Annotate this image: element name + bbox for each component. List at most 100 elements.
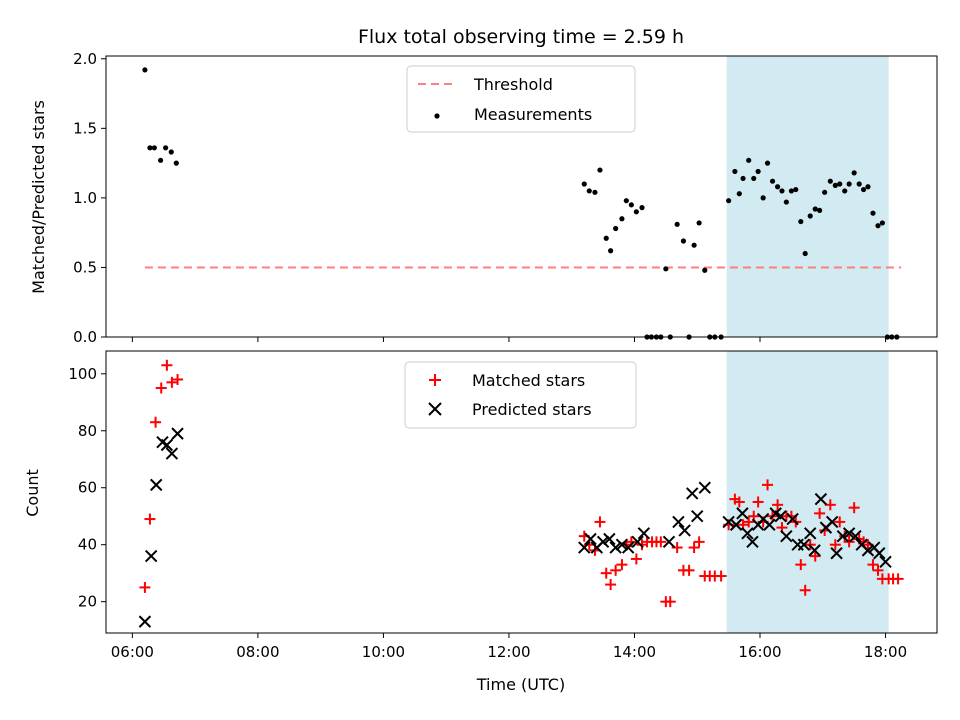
- matched-star-point: [834, 516, 846, 528]
- matched-star-point: [693, 536, 705, 548]
- matched-star-point: [772, 499, 784, 511]
- measurement-point: [793, 186, 799, 193]
- top-x-ticks: [131, 337, 887, 342]
- matched-star-point: [799, 584, 811, 596]
- predicted-star-point: [836, 529, 850, 543]
- measurement-point: [592, 189, 598, 195]
- predicted-stars-points: [138, 427, 892, 628]
- top-y-tick-label: 2.0: [73, 50, 97, 68]
- measurement-point: [597, 167, 603, 173]
- measurement-point: [751, 175, 757, 182]
- matched-star-point: [144, 513, 156, 525]
- bottom-x-tick-label: 12:00: [487, 643, 530, 661]
- matched-star-point: [829, 539, 841, 551]
- measurement-point: [633, 209, 639, 215]
- measurement-point: [158, 157, 164, 163]
- measurement-point: [680, 238, 687, 244]
- predicted-star-point: [144, 549, 158, 563]
- measurement-point: [581, 181, 587, 187]
- predicted-star-point: [578, 541, 591, 554]
- measurement-point: [702, 267, 708, 273]
- predicted-star-point: [746, 535, 759, 549]
- predicted-star-point: [615, 538, 629, 551]
- measurement-point: [875, 223, 881, 229]
- top-y-ticks: 0.0 0.5 1.0 1.5 2.0: [73, 50, 106, 346]
- predicted-star-point: [609, 541, 622, 554]
- measurement-point: [769, 178, 776, 184]
- top-y-tick-label: 0.5: [73, 258, 97, 276]
- predicted-star-point: [797, 538, 811, 551]
- legend-measurements-swatch: [434, 113, 440, 119]
- measurement-point: [663, 266, 669, 272]
- predicted-star-point: [160, 438, 174, 452]
- predicted-star-point: [662, 535, 676, 549]
- measurement-point: [746, 157, 752, 163]
- measurement-point: [628, 202, 634, 208]
- measurement-point: [639, 205, 645, 211]
- bottom-axes-frame: [105, 350, 938, 634]
- matched-star-point: [733, 496, 745, 508]
- predicted-star-point: [672, 515, 685, 529]
- predicted-star-point: [171, 427, 184, 440]
- predicted-star-point: [691, 510, 704, 523]
- predicted-star-point: [138, 615, 152, 628]
- bottom-y-tick-label: 20: [78, 593, 97, 611]
- matched-star-point: [155, 382, 167, 394]
- matched-star-point: [630, 553, 642, 565]
- matched-star-point: [872, 564, 884, 576]
- measurement-point: [691, 242, 697, 248]
- matched-star-point: [752, 496, 764, 508]
- x-axis-label: Time (UTC): [476, 675, 565, 694]
- matched-star-point: [655, 536, 667, 548]
- chart-title: Flux total observing time = 2.59 h: [358, 26, 684, 48]
- bottom-y-tick-label: 80: [78, 422, 97, 440]
- bottom-panel: 20 40 60 80 100 06:00 08:00 10:00 12:00 14:00 16:…: [23, 350, 938, 694]
- measurement-point: [851, 170, 857, 176]
- measurement-point: [696, 220, 702, 226]
- measurement-point: [783, 199, 789, 205]
- matched-star-point: [594, 516, 606, 528]
- predicted-star-point: [736, 507, 749, 520]
- measurement-point: [879, 220, 885, 226]
- predicted-star-point: [686, 487, 699, 500]
- measurement-point: [623, 198, 629, 204]
- legend-matched-label: Matched stars: [472, 371, 585, 390]
- legend-threshold-label: Threshold: [473, 75, 553, 94]
- bottom-y-tick-label: 100: [68, 365, 97, 383]
- measurement-point: [798, 218, 804, 225]
- measurement-point: [173, 160, 179, 166]
- predicted-star-point: [596, 535, 610, 549]
- predicted-star-point: [763, 518, 776, 531]
- predicted-star-point: [780, 529, 793, 543]
- predicted-star-point: [786, 512, 799, 526]
- predicted-star-point: [621, 541, 635, 554]
- measurement-point: [764, 160, 771, 166]
- measurement-point: [740, 175, 746, 182]
- measurement-point: [147, 145, 153, 151]
- bottom-x-ticks: 06:00 08:00 10:00 12:00 14:00 16:00 18:00: [111, 633, 907, 661]
- legend-predicted-label: Predicted stars: [472, 400, 592, 419]
- predicted-star-point: [603, 532, 616, 546]
- matched-star-point: [843, 536, 855, 548]
- predicted-star-point: [698, 481, 711, 494]
- top-legend: Threshold Measurements: [406, 65, 636, 133]
- measurement-point: [760, 195, 766, 201]
- matched-star-point: [161, 359, 173, 371]
- bottom-y-tick-label: 60: [78, 479, 97, 497]
- matched-star-point: [892, 573, 904, 585]
- bottom-y-ticks: 20 40 60 80 100: [68, 365, 106, 611]
- measurement-point: [856, 181, 862, 187]
- matched-star-point: [616, 559, 628, 571]
- measurement-point: [812, 206, 818, 212]
- matched-star-point: [848, 502, 860, 514]
- predicted-star-point: [774, 510, 787, 523]
- bottom-legend-box: [404, 361, 637, 429]
- matched-star-point: [150, 416, 162, 428]
- predicted-star-point: [804, 527, 817, 540]
- bottom-legend: Matched stars Predicted stars: [404, 361, 637, 429]
- matched-star-point: [664, 596, 676, 608]
- matched-star-point: [824, 499, 836, 511]
- measurement-point: [608, 248, 614, 254]
- measurement-point: [586, 188, 592, 194]
